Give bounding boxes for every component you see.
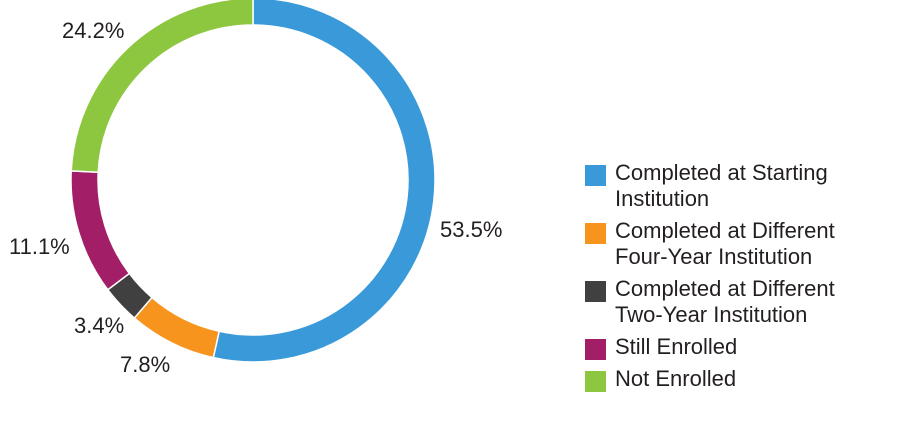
donut-slices <box>70 0 436 363</box>
legend-item-completed-two-year: Completed at Different Two-Year Institut… <box>585 276 885 328</box>
donut-slice-1 <box>212 0 436 363</box>
legend-swatch <box>585 339 606 360</box>
legend-swatch <box>585 223 606 244</box>
legend-label: Still Enrolled <box>615 334 738 359</box>
legend-swatch <box>585 165 606 186</box>
legend-item-not-enrolled: Not Enrolled <box>585 366 885 392</box>
data-label-5: 24.2% <box>62 18 124 43</box>
legend-label: Completed at Different Two-Year Institut… <box>615 276 835 327</box>
legend-label: Completed at Different Four-Year Institu… <box>615 218 835 269</box>
legend-item-completed-four-year: Completed at Different Four-Year Institu… <box>585 218 885 270</box>
legend-item-still-enrolled: Still Enrolled <box>585 334 885 360</box>
data-label-1: 53.5% <box>440 217 502 242</box>
donut-slice-2 <box>133 296 221 359</box>
chart-legend: Completed at Starting Institution Comple… <box>585 160 885 398</box>
data-label-3: 3.4% <box>74 313 124 338</box>
legend-label: Completed at Starting Institution <box>615 160 828 211</box>
legend-swatch <box>585 281 606 302</box>
legend-item-completed-starting: Completed at Starting Institution <box>585 160 885 212</box>
donut-slice-5 <box>70 0 254 173</box>
data-label-4: 11.1% <box>9 234 70 259</box>
data-label-2: 7.8% <box>120 352 170 377</box>
donut-data-labels: 53.5% 7.8% 3.4% 11.1% 24.2% <box>9 18 502 377</box>
legend-label: Not Enrolled <box>615 366 737 391</box>
legend-swatch <box>585 371 606 392</box>
donut-slice-4 <box>70 170 131 291</box>
